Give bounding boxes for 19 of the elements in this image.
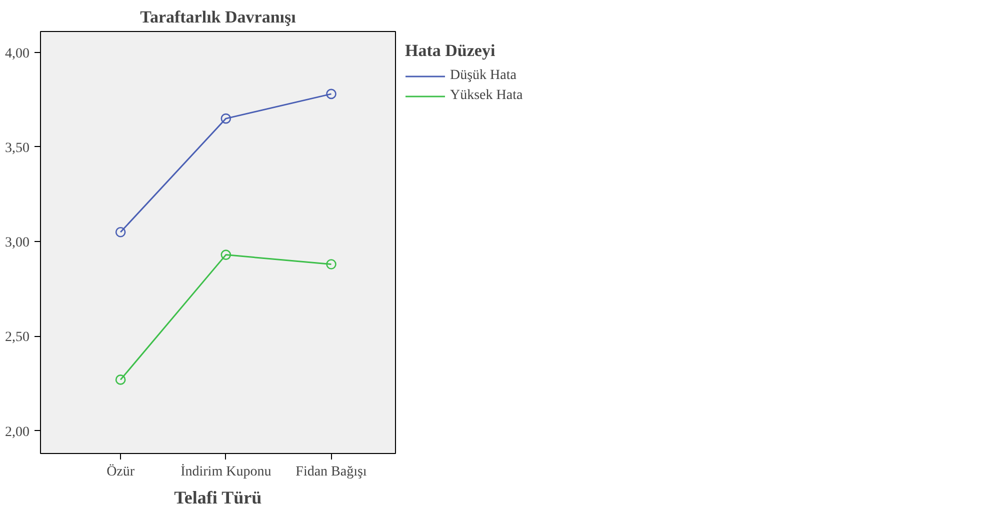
point (220, 250, 232, 260)
chart-title: Taraftarlık Davranışı (140, 8, 296, 26)
x-tick-label: İndirim Kuponu (180, 464, 272, 480)
point (220, 113, 232, 124)
legend-label: Yüksek Hata (450, 88, 523, 104)
point (115, 226, 126, 238)
x-tick-label: Fidan Bağışı (296, 464, 367, 480)
y-tick-label: 3,50 (5, 140, 30, 156)
x-tick-label: Özür (106, 464, 135, 480)
legend-title: Hata Düzeyi (405, 41, 496, 61)
x-axis-title: Telafi Türü (174, 488, 262, 508)
point (326, 88, 336, 100)
y-tick-label: 2,00 (5, 424, 30, 440)
y-tick-label: 2,50 (5, 330, 30, 346)
y-tick-label: 3,00 (5, 236, 30, 251)
y-tick-label: 4,00 (5, 46, 30, 62)
legend-label: Düşük Hata (450, 68, 516, 84)
point (115, 374, 126, 385)
point (326, 259, 336, 270)
